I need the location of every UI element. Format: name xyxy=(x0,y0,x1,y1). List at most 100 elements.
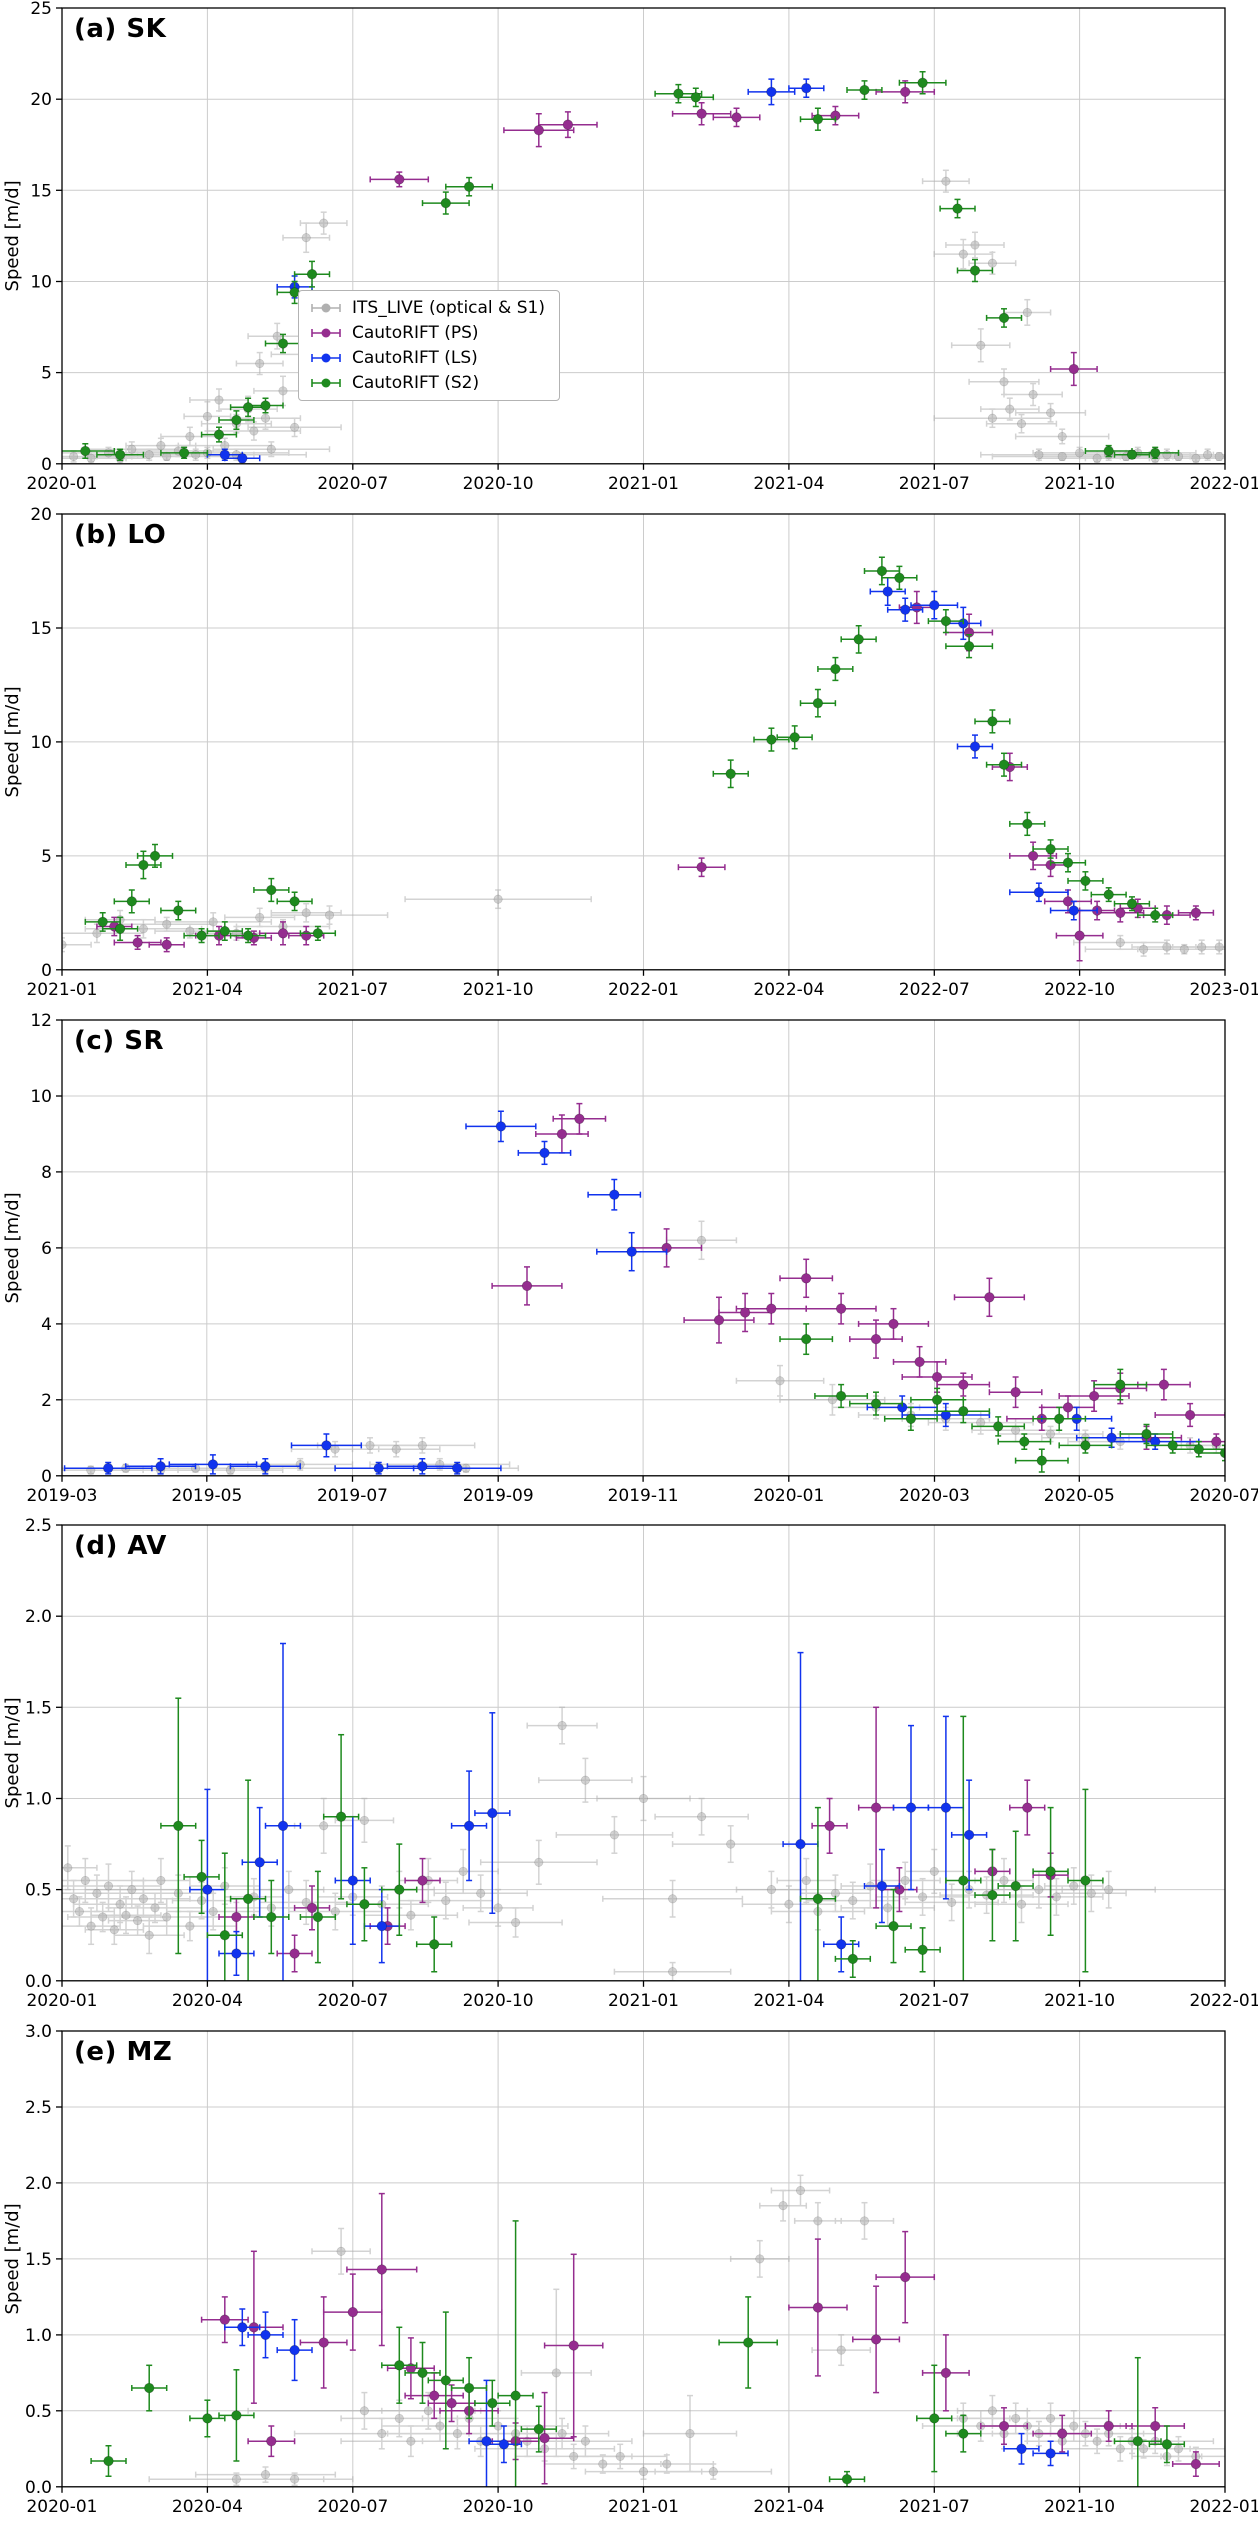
svg-text:4: 4 xyxy=(41,1314,52,1334)
markers-ls xyxy=(237,2322,1056,2459)
svg-text:0: 0 xyxy=(41,961,52,981)
y-axis-label: Speed [m/d] xyxy=(2,180,23,291)
svg-text:2020-01: 2020-01 xyxy=(753,1485,824,1505)
markers-ps xyxy=(394,86,1079,375)
svg-text:2020-04: 2020-04 xyxy=(172,2497,243,2517)
markers-s2 xyxy=(97,565,1161,941)
svg-text:20: 20 xyxy=(30,506,52,525)
markers-s2 xyxy=(103,2337,1173,2485)
legend-item-ls: CautoRIFT (LS) xyxy=(309,348,545,368)
y-axis-ticks xyxy=(56,2030,63,2488)
svg-text:2022-04: 2022-04 xyxy=(753,980,824,1000)
svg-text:2020-01: 2020-01 xyxy=(27,1991,98,2011)
svg-text:5: 5 xyxy=(41,847,52,867)
x-axis-ticks xyxy=(61,1981,1226,1988)
legend-label: ITS_LIVE (optical & S1) xyxy=(352,298,545,318)
panel-label-b: (b) LO xyxy=(74,519,167,550)
svg-text:15: 15 xyxy=(30,181,52,201)
svg-text:1.5: 1.5 xyxy=(25,1699,52,1719)
y-axis-label: Speed [m/d] xyxy=(2,1698,23,1809)
svg-text:2.0: 2.0 xyxy=(25,1608,52,1628)
legend-label: CautoRIFT (S2) xyxy=(352,373,480,393)
y-axis-ticks xyxy=(56,513,63,971)
markers-ps xyxy=(231,1802,1056,1960)
svg-text:2021-10: 2021-10 xyxy=(1044,474,1115,494)
markers-ls xyxy=(103,1120,1161,1473)
y-tick-labels: 0 5 10 15 20 xyxy=(30,506,52,981)
errorbar-marker-icon xyxy=(311,378,341,388)
svg-text:2021-10: 2021-10 xyxy=(1044,1991,1115,2011)
plot-area-a: 2020-01 2020-04 2020-07 2020-10 2021-01 2021-… xyxy=(0,0,1258,506)
markers-s2 xyxy=(801,1333,1225,1466)
svg-text:10: 10 xyxy=(30,733,52,753)
svg-text:2021-01: 2021-01 xyxy=(608,1991,679,2011)
svg-text:2019-05: 2019-05 xyxy=(171,1485,242,1505)
svg-text:2022-01: 2022-01 xyxy=(1190,1991,1258,2011)
svg-text:0.0: 0.0 xyxy=(25,1972,52,1992)
svg-text:2020-07: 2020-07 xyxy=(317,2497,388,2517)
svg-text:2021-01: 2021-01 xyxy=(608,2497,679,2517)
y-tick-labels: 0.0 0.5 1.0 1.5 2.0 2.5 3.0 xyxy=(25,2023,52,2498)
x-axis-ticks xyxy=(61,2486,1226,2493)
svg-text:8: 8 xyxy=(41,1162,52,1182)
svg-text:2022-01: 2022-01 xyxy=(608,980,679,1000)
svg-text:0.5: 0.5 xyxy=(25,2402,52,2422)
y-axis-ticks xyxy=(56,7,63,465)
svg-text:2020-04: 2020-04 xyxy=(172,1991,243,2011)
panel-b-lo: (b) LO 2021-01 2021-04 2021-07 2021-10 2022-… xyxy=(0,505,1258,1012)
y-axis-label: Speed [m/d] xyxy=(2,686,23,797)
x-axis-ticks xyxy=(61,463,1226,470)
svg-text:2020-07: 2020-07 xyxy=(1190,1485,1258,1505)
markers-ps xyxy=(219,2264,1202,2470)
svg-text:2022-01: 2022-01 xyxy=(1190,2497,1258,2517)
markers-ls xyxy=(202,1802,975,1960)
svg-text:1.0: 1.0 xyxy=(25,1790,52,1810)
x-tick-labels: 2020-01 2020-04 2020-07 2020-10 2021-01 2021-… xyxy=(27,2497,1258,2517)
x-axis-ticks xyxy=(61,969,1226,976)
svg-text:6: 6 xyxy=(41,1238,52,1258)
plot-area-e: 2020-01 2020-04 2020-07 2020-10 2021-01 2021-… xyxy=(0,2023,1258,2529)
panel-a-sk: (a) SK 2020-01 2020-04 2020-07 2020-10 2021-… xyxy=(0,0,1258,506)
panel-d-av: (d) AV 2020-01 2020-04 2020-07 2020-10 2021-… xyxy=(0,1517,1258,2024)
svg-text:2021-07: 2021-07 xyxy=(899,474,970,494)
svg-text:2.0: 2.0 xyxy=(25,2174,52,2194)
legend-label: CautoRIFT (PS) xyxy=(352,323,479,343)
plot-area-c: 2019-03 2019-05 2019-07 2019-09 2019-11 2020-… xyxy=(0,1011,1258,1518)
legend: ITS_LIVE (optical & S1) CautoRIFT (PS) C… xyxy=(298,290,560,401)
svg-text:2020-03: 2020-03 xyxy=(899,1485,970,1505)
svg-text:25: 25 xyxy=(30,0,52,19)
y-tick-labels: 0.0 0.5 1.0 1.5 2.0 2.5 xyxy=(25,1517,52,1992)
svg-text:10: 10 xyxy=(30,272,52,292)
svg-text:2021-07: 2021-07 xyxy=(899,2497,970,2517)
svg-text:0.5: 0.5 xyxy=(25,1881,52,1901)
svg-text:12: 12 xyxy=(30,1012,52,1031)
svg-text:2020-01: 2020-01 xyxy=(27,2497,98,2517)
svg-text:2019-09: 2019-09 xyxy=(463,1485,534,1505)
svg-text:2019-03: 2019-03 xyxy=(27,1485,98,1505)
svg-text:10: 10 xyxy=(30,1087,52,1107)
svg-text:2020-10: 2020-10 xyxy=(463,1991,534,2011)
svg-text:2020-10: 2020-10 xyxy=(463,474,534,494)
svg-text:2020-07: 2020-07 xyxy=(317,474,388,494)
chart-svg-3: 2020-01 2020-04 2020-07 2020-10 2021-01 2021-… xyxy=(0,1517,1258,2024)
chart-svg-0: 2020-01 2020-04 2020-07 2020-10 2021-01 2021-… xyxy=(0,0,1258,506)
y-axis-ticks xyxy=(56,1524,63,1982)
svg-text:2020-01: 2020-01 xyxy=(27,474,98,494)
legend-label: CautoRIFT (LS) xyxy=(352,348,478,368)
errorbar-marker-icon xyxy=(311,303,341,313)
y-axis-label: Speed [m/d] xyxy=(2,1192,23,1303)
panel-label-a: (a) SK xyxy=(74,14,167,44)
svg-text:2022-10: 2022-10 xyxy=(1044,980,1115,1000)
chart-svg-2: 2019-03 2019-05 2019-07 2019-09 2019-11 2020-… xyxy=(0,1011,1258,1518)
svg-text:20: 20 xyxy=(30,90,52,110)
markers-its_live xyxy=(231,2186,1201,2484)
markers-s2 xyxy=(80,77,1161,460)
svg-text:2019-11: 2019-11 xyxy=(608,1485,679,1505)
svg-text:2020-04: 2020-04 xyxy=(172,474,243,494)
svg-text:3.0: 3.0 xyxy=(25,2023,52,2042)
svg-text:2020-07: 2020-07 xyxy=(317,1991,388,2011)
svg-text:2021-04: 2021-04 xyxy=(753,1991,824,2011)
chart-svg-1: 2021-01 2021-04 2021-07 2021-10 2022-01 2022-… xyxy=(0,505,1258,1012)
chart-svg-4: 2020-01 2020-04 2020-07 2020-10 2021-01 2021-… xyxy=(0,2023,1258,2529)
